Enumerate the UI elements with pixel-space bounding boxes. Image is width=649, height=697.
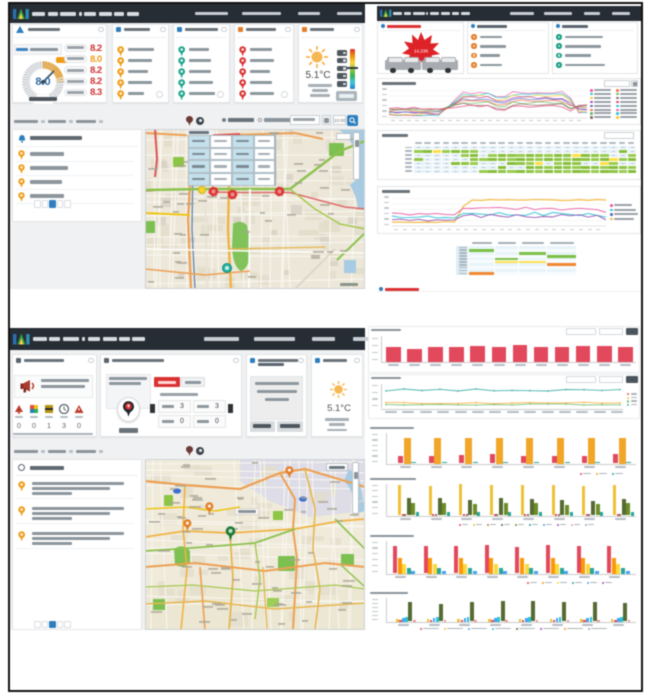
svg-text:14,236: 14,236	[414, 48, 428, 53]
